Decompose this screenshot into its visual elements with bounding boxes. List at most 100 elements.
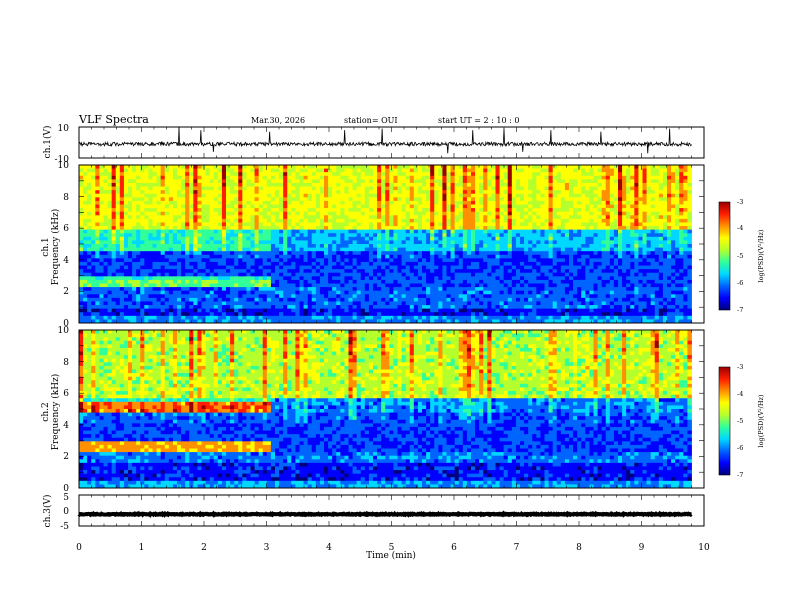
spectrogram-cell [377,287,382,292]
spectrogram-cell [279,222,284,227]
spectrogram-cell [324,276,329,281]
spectrogram-cell [520,182,525,187]
spectrogram-cell [524,251,529,256]
spectrogram-cell [487,287,492,292]
spectrogram-cell [79,297,84,302]
spectrogram-cell [148,279,153,284]
spectrogram-cell [360,258,366,263]
spectrogram-cell [119,276,125,281]
spectrogram-cell [144,211,149,216]
spectrogram-cell [303,233,309,238]
spectrogram-cell [197,208,202,213]
spectrogram-cell [258,261,264,266]
spectrogram-cell [221,261,227,266]
spectrogram-cell [87,190,92,195]
spectrogram-cell [91,247,96,252]
spectrogram-cell [360,254,366,259]
spectrogram-cell [148,244,153,248]
spectrogram-cell [185,197,190,202]
spectrogram-cell [487,190,492,195]
spectrogram-cell [266,254,272,259]
spectrogram-cell [515,319,521,324]
spectrogram-cell [348,200,353,205]
spectrogram-cell [221,226,227,231]
spectrogram-cell [454,290,460,295]
spectrogram-cell [152,258,157,263]
spectrogram-cell [507,258,513,263]
spectrogram-cell [181,218,186,223]
spectrogram-cell [328,258,333,263]
spectrogram-cell [91,190,96,195]
spectrogram-cell [87,287,92,292]
spectrogram-cell [417,261,423,266]
spectrogram-cell [426,182,431,187]
spectrogram-cell [230,319,235,324]
spectrogram-cell [99,287,104,292]
spectrogram-cell [132,276,137,281]
spectrogram-cell [520,229,525,234]
spectrogram-cell [111,244,117,248]
spectrogram-cell [319,222,325,227]
spectrogram-cell [283,283,288,288]
spectrogram-cell [119,218,125,223]
spectrogram-cell [356,215,362,220]
spectrogram-cell [177,301,182,306]
spectrogram-cell [377,240,382,245]
spectrogram-cell [266,190,272,195]
spectrogram-cell [462,193,468,198]
spectrogram-cell [491,258,496,263]
spectrogram-cell [123,193,129,198]
spectrogram-cell [193,287,198,292]
spectrogram-cell [528,254,533,259]
spectrogram-cell [315,301,321,306]
spectrogram-cell [426,190,431,195]
spectrogram-cell [275,305,280,310]
spectrogram-cell [238,290,243,295]
spectrogram-cell [79,290,84,295]
spectrogram-cell [487,283,492,288]
spectrogram-cell [483,226,488,231]
spectrogram-cell [315,236,321,241]
spectrogram-cell [458,261,464,266]
spectrogram-cell [177,272,182,277]
spectrogram-cell [520,265,525,270]
spectrogram-cell [434,172,439,177]
spectrogram-cell [172,244,178,248]
spectrogram-cell [217,265,223,270]
spectrogram-cell [217,319,223,324]
spectrogram-cell [479,236,484,241]
spectrogram-cell [79,182,84,187]
spectrogram-cell [99,308,104,313]
spectrogram-cell [393,315,398,320]
spectrogram-cell [520,179,525,184]
spectrogram-cell [524,172,529,177]
spectrogram-cell [291,208,296,213]
spectrogram-cell [226,297,231,302]
spectrogram-cell [458,197,464,202]
spectrogram-cell [144,197,149,202]
spectrogram-cell [401,312,407,317]
spectrogram-cell [254,208,260,213]
spectrogram-cell [140,204,145,209]
spectrogram-cell [291,179,296,184]
spectrogram-cell [430,297,435,302]
spectrogram-cell [520,200,525,205]
spectrogram-cell [311,208,317,213]
spectrogram-cell [152,211,157,216]
spectrogram-cell [475,244,480,248]
spectrogram-cell [454,294,460,299]
spectrogram-cell [352,215,358,220]
spectrogram-cell [217,276,223,281]
spectrogram-cell [495,244,500,248]
spectrogram-cell [344,218,349,223]
spectrogram-cell [238,244,243,248]
spectrogram-cell [295,193,300,198]
spectrogram-cell [156,211,162,216]
spectrogram-cell [507,261,513,266]
spectrogram-cell [303,276,309,281]
spectrogram-cell [181,190,186,195]
spectrogram-cell [356,204,362,209]
spectrogram-cell [230,247,235,252]
spectrogram-cell [417,204,423,209]
spectrogram-cell [507,233,513,238]
